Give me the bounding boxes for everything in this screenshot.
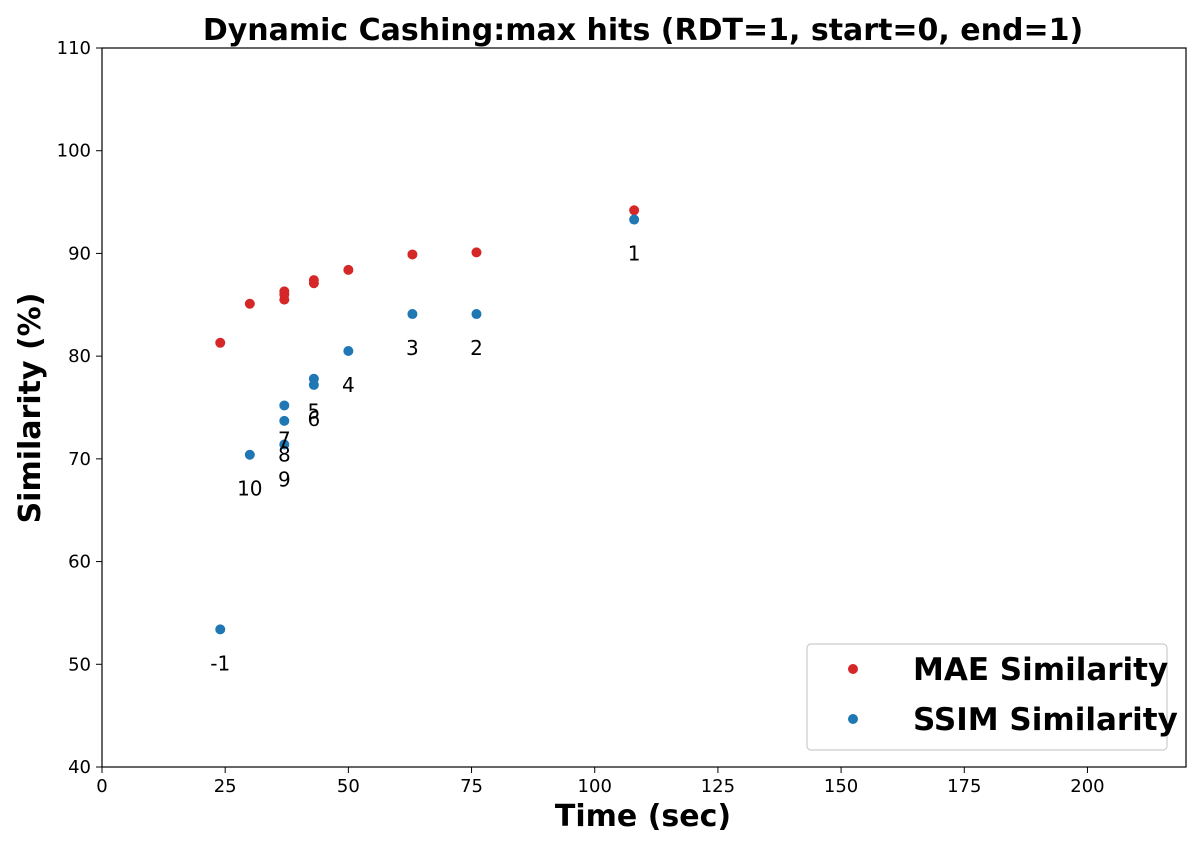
mae-point bbox=[308, 278, 319, 289]
mae-point bbox=[215, 337, 226, 348]
ssim-point bbox=[279, 439, 290, 450]
y-tick-label: 50 bbox=[68, 654, 91, 675]
x-tick-label: 200 bbox=[1070, 776, 1104, 797]
mae-point bbox=[244, 298, 255, 309]
legend: MAE Similarity SSIM Similarity bbox=[806, 643, 1178, 751]
y-tick-label: 70 bbox=[68, 449, 91, 470]
x-tick-label: 125 bbox=[701, 776, 735, 797]
point-annotation: 10 bbox=[237, 477, 262, 501]
ssim-point bbox=[343, 346, 354, 357]
point-annotation: 8 bbox=[278, 443, 291, 467]
ssim-point bbox=[215, 624, 226, 635]
point-annotation: 1 bbox=[628, 241, 641, 265]
x-tick-label: 175 bbox=[947, 776, 981, 797]
legend-entry: MAE Similarity bbox=[913, 652, 1168, 688]
legend-entry: SSIM Similarity bbox=[913, 702, 1178, 738]
point-annotation: 9 bbox=[278, 467, 291, 491]
y-tick-label: 100 bbox=[57, 141, 91, 162]
x-tick-label: 25 bbox=[214, 776, 237, 797]
legend-box bbox=[806, 643, 1168, 751]
ssim-point bbox=[279, 400, 290, 411]
mae-point bbox=[279, 294, 290, 305]
ssim-point bbox=[279, 415, 290, 426]
y-tick-label: 80 bbox=[68, 346, 91, 367]
mae-point bbox=[407, 249, 418, 260]
point-annotation: 2 bbox=[470, 336, 483, 360]
legend-marker bbox=[848, 714, 858, 724]
point-annotation: 5 bbox=[308, 400, 321, 424]
point-annotation: 4 bbox=[342, 373, 355, 397]
ssim-point bbox=[407, 309, 418, 320]
mae-point bbox=[471, 247, 482, 258]
x-tick-label: 75 bbox=[460, 776, 483, 797]
y-tick-label: 60 bbox=[68, 552, 91, 573]
legend-marker bbox=[848, 664, 858, 674]
x-tick-label: 100 bbox=[578, 776, 612, 797]
x-tick-label: 50 bbox=[337, 776, 360, 797]
point-annotation: -1 bbox=[210, 651, 230, 675]
mae-point bbox=[629, 205, 640, 216]
x-tick-label: 0 bbox=[96, 776, 107, 797]
ssim-point bbox=[308, 379, 319, 390]
ssim-point bbox=[629, 214, 640, 225]
plot-frame bbox=[101, 47, 1187, 768]
y-tick-label: 90 bbox=[68, 243, 91, 264]
y-axis-label: Similarity (%) bbox=[13, 293, 48, 524]
chart-title: Dynamic Cashing:max hits (RDT=1, start=0… bbox=[203, 13, 1083, 48]
x-tick-label: 150 bbox=[824, 776, 858, 797]
point-annotation: 3 bbox=[406, 336, 419, 360]
ssim-point bbox=[471, 309, 482, 320]
x-axis-label: Time (sec) bbox=[555, 799, 731, 834]
point-annotation: 7 bbox=[278, 427, 291, 451]
plot-area: 0 25 50 75 100 125 150 175 200405060708090100110… bbox=[57, 38, 1187, 797]
mae-point bbox=[343, 264, 354, 275]
point-annotation: 6 bbox=[308, 407, 321, 431]
y-tick-label: 40 bbox=[68, 757, 91, 778]
y-tick-label: 110 bbox=[57, 38, 91, 59]
ssim-point bbox=[244, 449, 255, 460]
